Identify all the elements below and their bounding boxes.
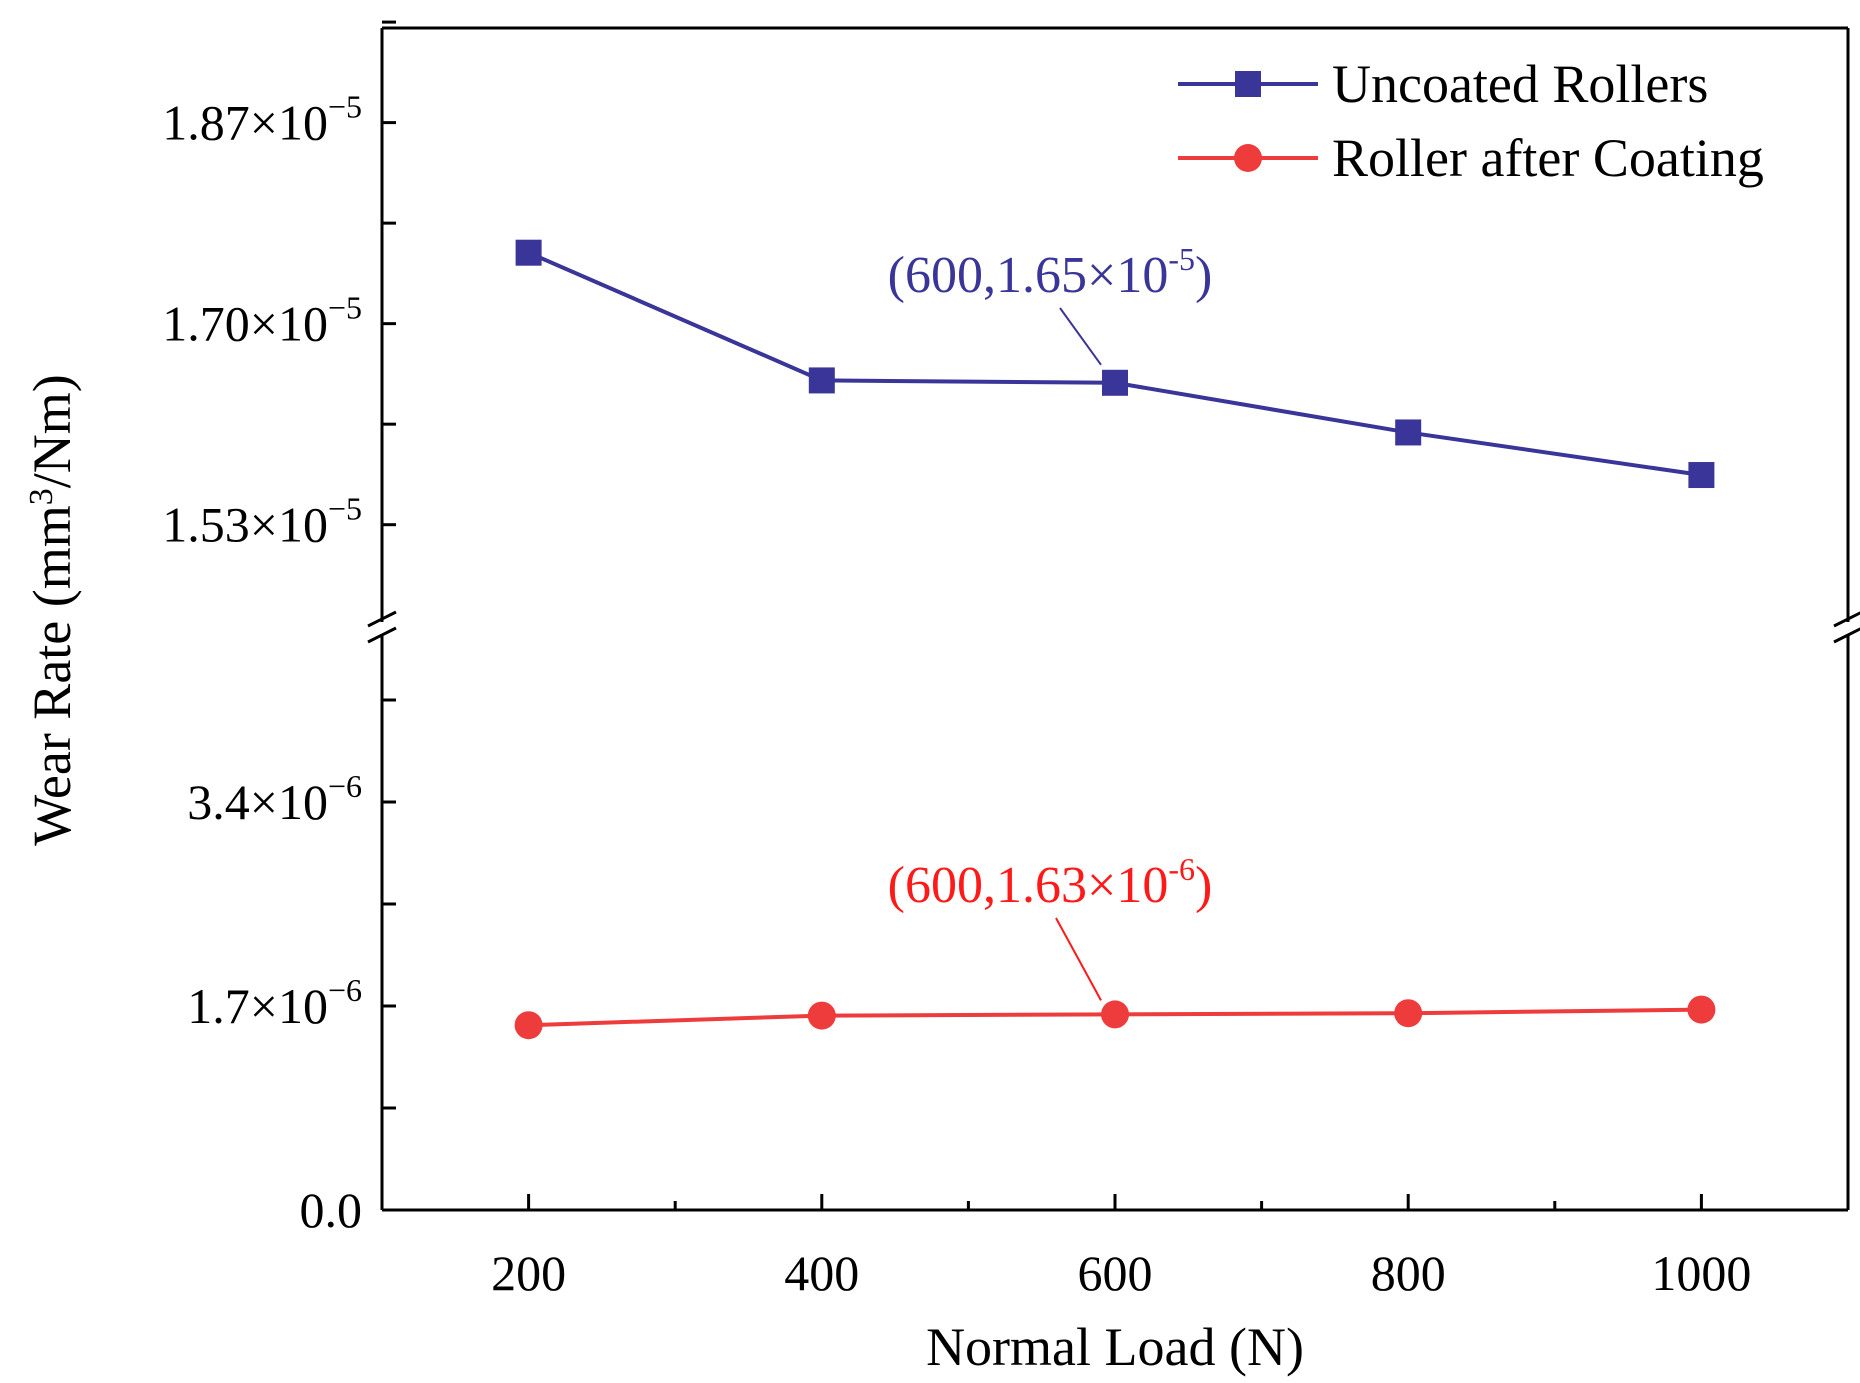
axis-break-mark-left-b bbox=[367, 626, 397, 644]
legend-label: Uncoated Rollers bbox=[1332, 54, 1708, 114]
y-axis-title: Wear Rate (mm3/Nm) bbox=[22, 374, 82, 846]
annotation-label: (600,1.63×10-6) bbox=[888, 851, 1213, 914]
x-tick-label: 400 bbox=[784, 1245, 859, 1301]
x-tick-label: 600 bbox=[1078, 1245, 1153, 1301]
data-point-circle bbox=[1101, 1000, 1129, 1029]
x-tick-label: 200 bbox=[491, 1245, 566, 1301]
y-axis-title-end: /Nm) bbox=[22, 374, 82, 488]
annotation-leader-line bbox=[1055, 917, 1102, 1001]
y-tick-label: 1.7×10−6 bbox=[187, 972, 362, 1034]
series-layer bbox=[514, 239, 1716, 1040]
data-point-square bbox=[1102, 369, 1128, 396]
y-tick-label: 1.53×10−5 bbox=[162, 491, 362, 553]
y-tick-label: 3.4×10−6 bbox=[187, 768, 362, 830]
x-axis-title: Normal Load (N) bbox=[926, 1317, 1304, 1377]
data-point-circle bbox=[807, 1001, 836, 1030]
axis-break-mark-left-a bbox=[367, 610, 397, 628]
series-2 bbox=[514, 995, 1716, 1040]
legend-label: Roller after Coating bbox=[1332, 128, 1764, 188]
legend-marker-circle bbox=[1234, 144, 1262, 172]
data-point-square bbox=[515, 239, 542, 266]
x-tick-label: 800 bbox=[1371, 1245, 1446, 1301]
y-axis: 1.53×10−5 1.70×10−5 1.87×10−5 0.0 1.7×10−6 3.… bbox=[162, 20, 396, 1238]
y-axis-title-sup: 3 bbox=[23, 488, 60, 505]
y-axis-title-main: Wear Rate (mm bbox=[22, 505, 82, 846]
data-point-circle bbox=[1394, 999, 1423, 1028]
annotation-label: (600,1.65×10-5) bbox=[888, 241, 1213, 304]
data-point-square bbox=[808, 367, 835, 394]
annotation-leader-line bbox=[1059, 307, 1102, 366]
data-point-circle bbox=[514, 1011, 543, 1040]
axis-break-mark-right-b bbox=[1833, 627, 1860, 644]
legend-entry: Uncoated Rollers bbox=[1178, 54, 1708, 114]
axis-break-mark-right-a bbox=[1833, 611, 1860, 628]
y-tick-label: 1.70×10−5 bbox=[162, 290, 362, 352]
legend: Uncoated Rollers Roller after Coating bbox=[1178, 54, 1764, 188]
y-tick-label: 0.0 bbox=[300, 1182, 363, 1238]
y-tick-label: 1.87×10−5 bbox=[162, 89, 362, 151]
series-1 bbox=[515, 239, 1715, 489]
x-tick-label: 1000 bbox=[1651, 1245, 1751, 1301]
data-point-square bbox=[1395, 419, 1422, 446]
annotation-layer: (600,1.65×10-5) (600,1.63×10-6) bbox=[888, 241, 1213, 1001]
data-point-square bbox=[1688, 462, 1715, 489]
legend-marker-square bbox=[1235, 71, 1261, 97]
plot-frame bbox=[367, 26, 1860, 1212]
data-point-circle bbox=[1687, 995, 1716, 1024]
legend-entry: Roller after Coating bbox=[1178, 128, 1764, 188]
x-axis: 200 400 600 800 1000 bbox=[491, 1194, 1751, 1301]
